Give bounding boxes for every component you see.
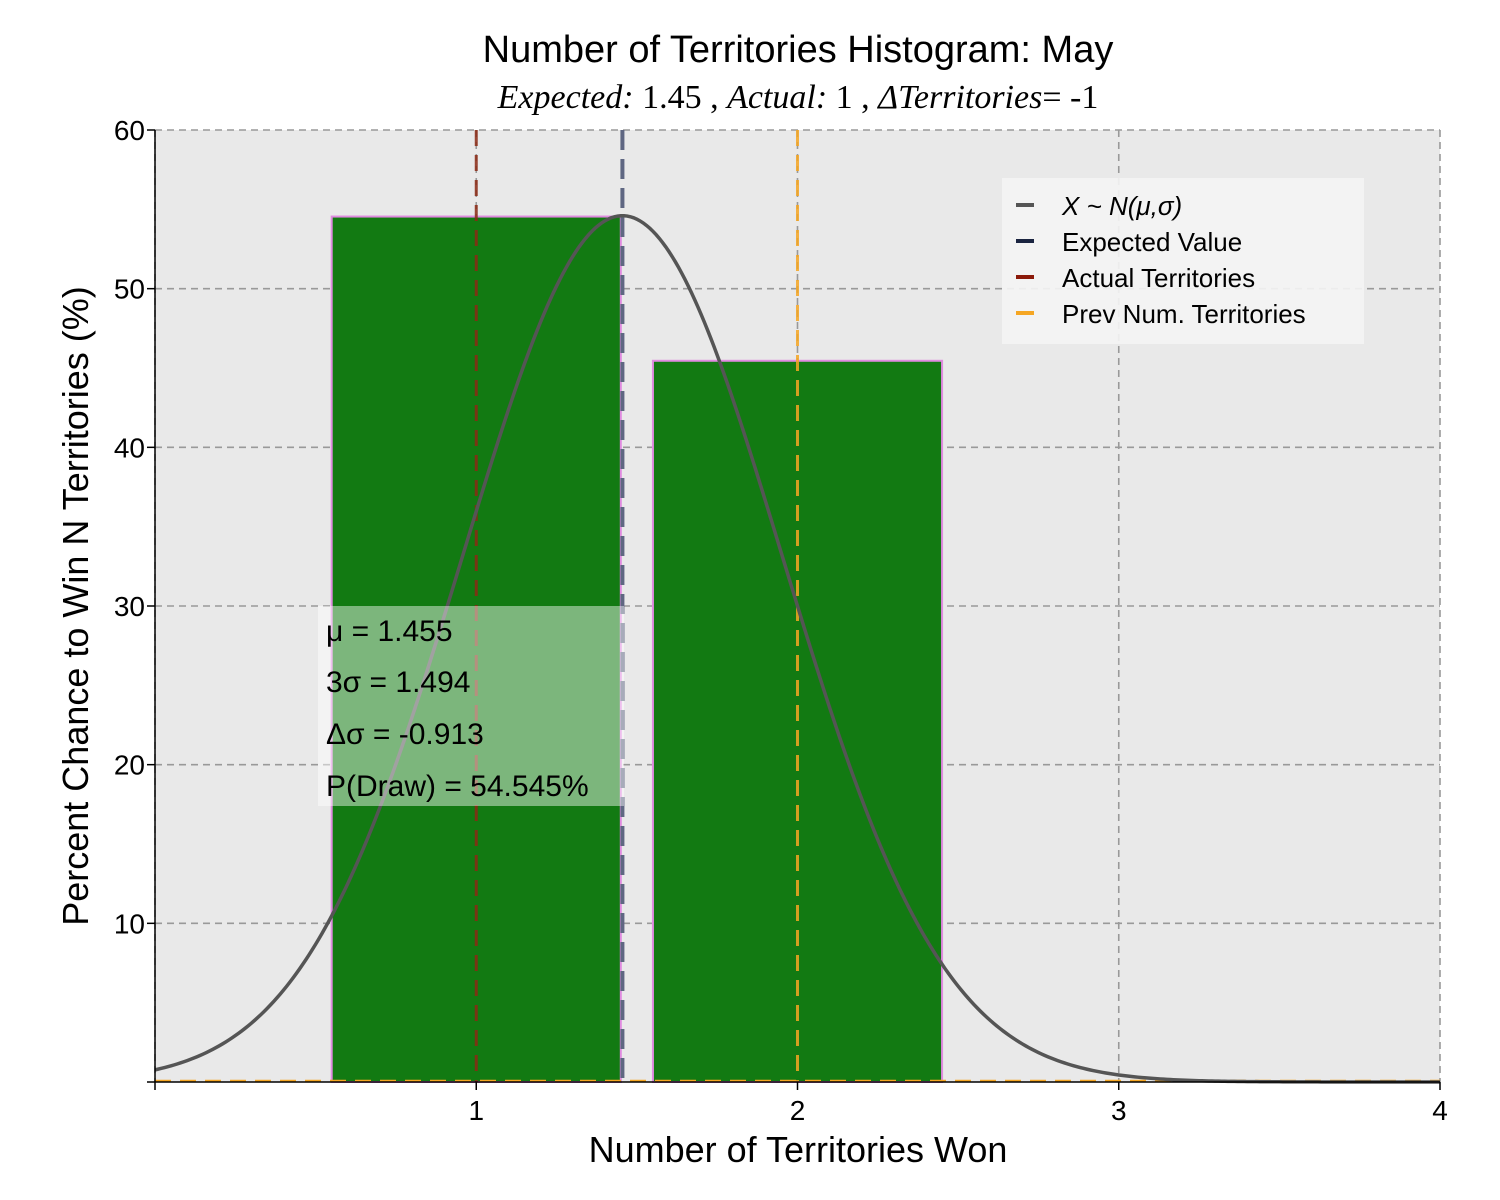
- legend-label-0: X ~ N(μ,σ): [1061, 191, 1182, 221]
- x-tick-label-2: 2: [790, 1095, 806, 1126]
- legend: X ~ N(μ,σ) Expected Value Actual Territori…: [1002, 178, 1364, 344]
- chart-title: Number of Territories Histogram: May: [483, 29, 1114, 71]
- subtitle-delta-label: ΔTerritories: [876, 79, 1042, 116]
- subtitle-sep-1: ,: [702, 79, 728, 116]
- legend-label-2: Actual Territories: [1062, 263, 1255, 293]
- y-tick-label-40: 40: [114, 432, 145, 463]
- chart-subtitle: Expected: 1.45 , Actual: 1 , ΔTerritorie…: [497, 79, 1099, 116]
- subtitle-expected-value: 1.45: [642, 79, 702, 116]
- axes: 1 2 3 4 10 20 30 40 50 60: [114, 115, 1448, 1126]
- stats-box-background: [318, 606, 624, 806]
- stat-three-sigma: 3σ = 1.494: [326, 666, 470, 699]
- stat-mu: μ = 1.455: [326, 615, 453, 648]
- x-tick-label-3: 3: [1111, 1095, 1127, 1126]
- x-axis-label: Number of Territories Won: [589, 1129, 1008, 1170]
- stat-p-draw: P(Draw) = 54.545%: [326, 770, 589, 803]
- y-tick-label-30: 30: [114, 591, 145, 622]
- stats-box: μ = 1.455 3σ = 1.494 Δσ = -0.913 P(Draw)…: [318, 606, 624, 806]
- legend-label-1: Expected Value: [1062, 227, 1242, 257]
- y-tick-label-60: 60: [114, 115, 145, 146]
- subtitle-actual-value: 1: [836, 79, 853, 116]
- subtitle-actual-label: Actual:: [725, 79, 827, 116]
- y-tick-label-50: 50: [114, 274, 145, 305]
- subtitle-expected-label: Expected:: [497, 79, 634, 116]
- y-tick-label-10: 10: [114, 908, 145, 939]
- x-tick-label-4: 4: [1432, 1095, 1448, 1126]
- subtitle-sep-2: ,: [853, 79, 879, 116]
- y-tick-label-20: 20: [114, 750, 145, 781]
- y-axis-label: Percent Chance to Win N Territories (%): [55, 286, 96, 926]
- legend-background: [1002, 178, 1364, 344]
- stat-delta-sigma: Δσ = -0.913: [326, 718, 484, 751]
- x-tick-label-1: 1: [468, 1095, 484, 1126]
- legend-label-3: Prev Num. Territories: [1062, 299, 1306, 329]
- subtitle-delta-value: = -1: [1042, 79, 1098, 116]
